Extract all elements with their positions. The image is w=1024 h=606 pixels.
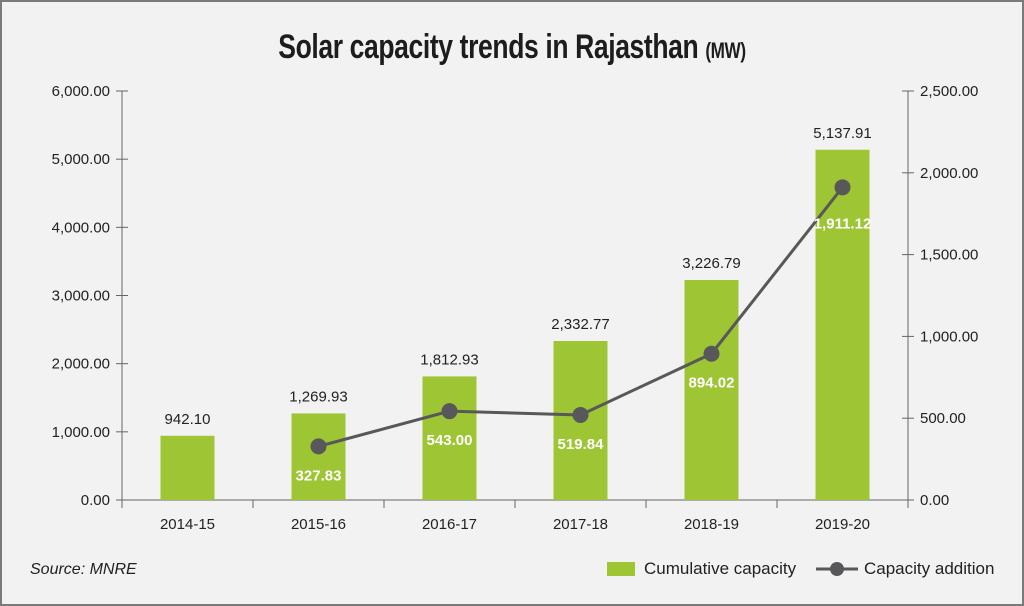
line-point xyxy=(703,345,720,362)
line-data-label: 327.83 xyxy=(296,467,342,484)
bar-data-label: 5,137.91 xyxy=(813,125,871,142)
bar xyxy=(422,376,477,500)
y-left-tick-label: 3,000.00 xyxy=(52,288,110,305)
legend-label-cumulative: Cumulative capacity xyxy=(644,559,797,578)
y-right-tick-label: 500.00 xyxy=(920,410,966,427)
x-tick-label: 2014-15 xyxy=(160,516,215,533)
line-data-label: 519.84 xyxy=(558,436,605,453)
bar xyxy=(815,149,870,500)
bar-data-label: 1,812.93 xyxy=(420,351,478,368)
line-data-label: 1,911.12 xyxy=(814,215,872,232)
x-tick-label: 2016-17 xyxy=(422,516,477,533)
bar-data-label: 942.10 xyxy=(165,411,211,428)
y-left-tick-label: 0.00 xyxy=(81,492,110,509)
y-left-tick-label: 1,000.00 xyxy=(52,424,110,441)
bar xyxy=(160,435,215,500)
y-right-tick-label: 0.00 xyxy=(920,492,949,509)
y-right-tick-label: 2,500.00 xyxy=(920,83,978,100)
y-left-tick-label: 5,000.00 xyxy=(52,151,110,168)
line-point xyxy=(834,179,851,196)
x-tick-label: 2015-16 xyxy=(291,516,346,533)
source-note: Source: MNRE xyxy=(30,561,137,578)
y-left-tick-label: 4,000.00 xyxy=(52,219,110,236)
legend-item-cumulative: Cumulative capacity xyxy=(607,559,796,579)
line-point xyxy=(310,438,327,455)
line-point xyxy=(572,406,589,423)
chart-title: Solar capacity trends in Rajasthan (MW) xyxy=(113,28,912,67)
title-text: Solar capacity trends in Rajasthan xyxy=(278,28,699,66)
bar-data-label: 2,332.77 xyxy=(551,316,609,333)
line-data-label: 894.02 xyxy=(689,375,735,392)
y-right-tick-label: 1,000.00 xyxy=(920,328,978,345)
title-unit: (MW) xyxy=(705,38,746,63)
x-tick-label: 2019-20 xyxy=(815,516,870,533)
line-data-label: 543.00 xyxy=(427,432,473,449)
legend-item-addition: Capacity addition xyxy=(816,559,994,579)
bar xyxy=(684,280,739,500)
bar xyxy=(291,413,346,500)
bar-data-label: 1,269.93 xyxy=(289,388,347,405)
x-tick-label: 2017-18 xyxy=(553,516,608,533)
legend-swatch-bar xyxy=(607,562,635,576)
line-point xyxy=(441,403,458,420)
y-right-tick-label: 2,000.00 xyxy=(920,165,978,182)
legend-swatch-line xyxy=(816,562,858,576)
bar-data-label: 3,226.79 xyxy=(682,255,740,272)
legend-label-addition: Capacity addition xyxy=(864,559,995,578)
y-right-tick-label: 1,500.00 xyxy=(920,247,978,264)
y-left-tick-label: 2,000.00 xyxy=(52,356,110,373)
y-left-tick-label: 6,000.00 xyxy=(52,83,110,100)
x-tick-label: 2018-19 xyxy=(684,516,739,533)
